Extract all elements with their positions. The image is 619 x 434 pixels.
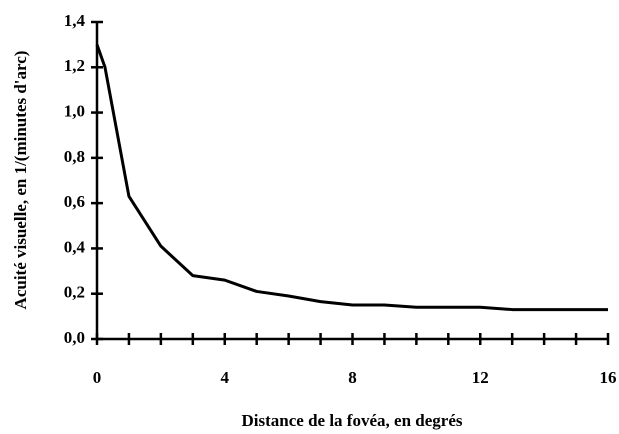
line: [95, 44, 608, 312]
y-tick-label: 1,0: [64, 101, 85, 120]
y-tick-label: 0,8: [64, 147, 85, 166]
x-tick-label: 0: [93, 368, 102, 387]
y-tick-label: 0,2: [64, 283, 85, 302]
x-tick-label: 12: [472, 368, 489, 387]
y-tick-label: 1,2: [64, 56, 85, 75]
x-axis-label: Distance de la fovéa, en degrés: [242, 411, 463, 430]
x-tick-label: 4: [221, 368, 230, 387]
y-axis-label: Acuité visuelle, en 1/(minutes d'arc): [11, 51, 30, 310]
x-tick-label: 8: [348, 368, 357, 387]
y-tick-label: 0,0: [64, 328, 85, 347]
x-tick-label: 16: [600, 368, 617, 387]
y-tick-label: 1,4: [64, 11, 86, 30]
y-tick-label: 0,6: [64, 192, 85, 211]
y-tick-label: 0,4: [64, 237, 86, 256]
